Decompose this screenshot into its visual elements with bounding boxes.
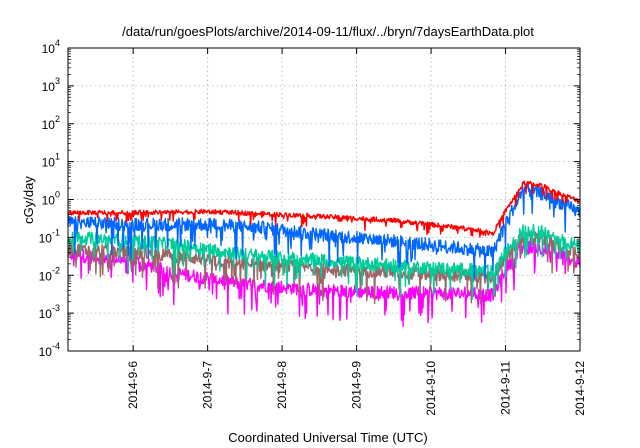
y-tick-label: 10-4: [39, 341, 60, 359]
y-tick-label: 10-1: [39, 227, 60, 245]
series-line: [67, 182, 581, 280]
y-tick-label: 104: [42, 38, 60, 56]
x-tick-label: 2014-9-12: [573, 361, 587, 416]
x-tick-label: 2014-9-7: [201, 361, 215, 409]
x-tick-label: 2014-9-11: [499, 361, 513, 415]
y-tick-label: 100: [42, 190, 60, 208]
y-axis-label: cGy/day: [21, 176, 36, 224]
x-tick-label: 2014-9-8: [275, 361, 289, 409]
x-axis: 2014-9-6 2014-9-7 2014-9-8 2014-9-9 2014-9-1…: [126, 48, 587, 416]
series-line: [67, 223, 581, 300]
y-tick-label: 101: [42, 152, 60, 170]
x-tick-label: 2014-9-6: [126, 361, 140, 409]
y-tick-label: 102: [42, 114, 60, 132]
series-line: [67, 180, 581, 238]
y-tick-label: 10-3: [39, 303, 60, 321]
series-layer: [67, 180, 581, 328]
grid: [68, 48, 580, 351]
y-tick-label: 103: [42, 76, 60, 94]
chart-title: /data/run/goesPlots/archive/2014-09-11/f…: [122, 24, 534, 39]
x-tick-label: 2014-9-9: [350, 361, 364, 409]
y-axis: 10-4 10-3 10-2 10-1 100 101 102 103 104: [39, 38, 580, 359]
y-tick-label: 10-2: [39, 265, 60, 283]
x-tick-label: 2014-9-10: [424, 361, 438, 416]
x-axis-label: Coordinated Universal Time (UTC): [228, 430, 427, 445]
